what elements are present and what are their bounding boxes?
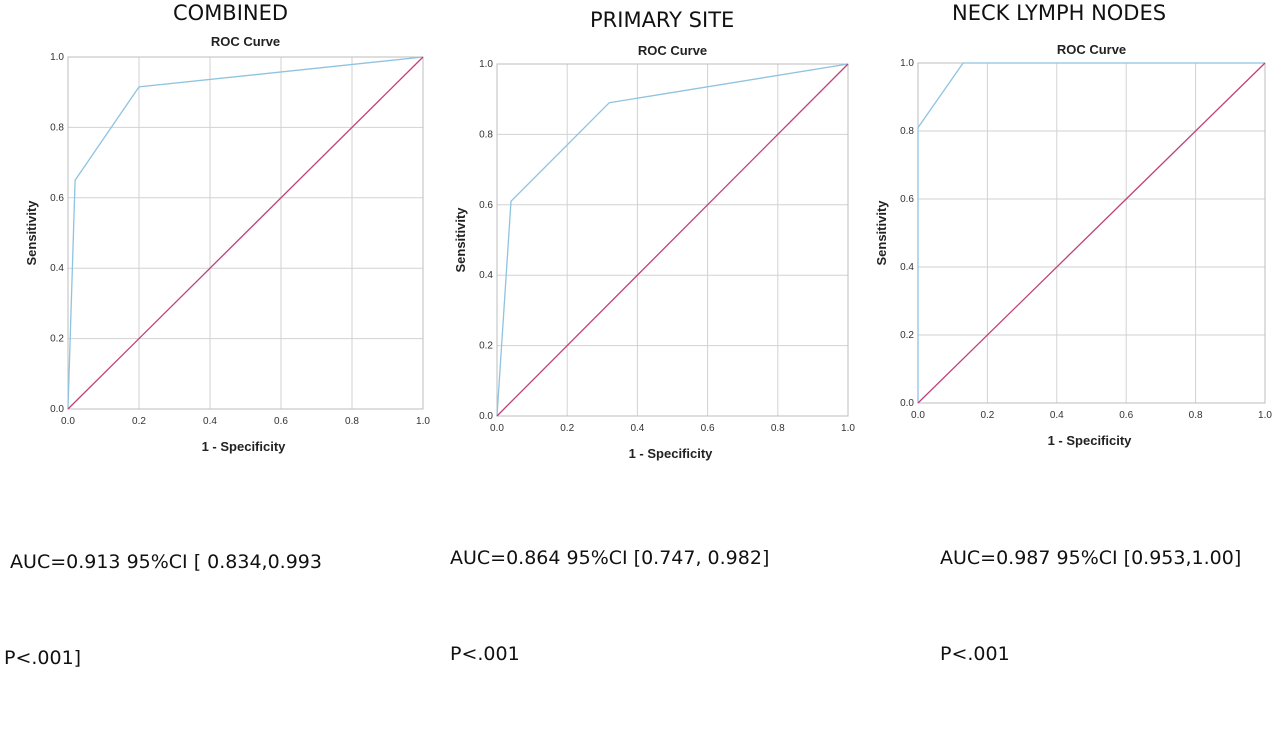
chart-title: ROC Curve [211, 34, 280, 49]
y-tick-label: 0.8 [479, 129, 493, 140]
y-tick-label: 0.4 [50, 263, 64, 274]
y-tick-label: 0.6 [479, 200, 493, 211]
x-tick-label: 0.0 [911, 410, 925, 421]
plot-frame [496, 63, 849, 417]
x-axis-label: 1 - Specificity [629, 446, 714, 461]
x-tick-label: 0.0 [490, 423, 504, 434]
x-tick-label: 0.4 [203, 416, 217, 427]
y-tick-label: 1.0 [900, 58, 914, 69]
panel-primary-site: PRIMARY SITE ROC Curve 0.0 0.0 0.2 0.2 0.4 0.4… [430, 0, 860, 665]
roc-chart-primary-site: ROC Curve 0.00.0 0.2 0.2 0.4 0.4 0.6 0.6 0.8 0.8 1… [453, 43, 855, 461]
p-value-text: P<.001 [940, 643, 1010, 665]
x-tick-label: 0.4 [1050, 410, 1064, 421]
auc-ci-text: AUC=0.864 95%CI [0.747, 0.982] [450, 547, 770, 569]
y-tick-label: 0.8 [900, 126, 914, 137]
roc-chart-combined: ROC Curve 0.00.0 0.2 0.2 0.4 0.4 0.6 0.6 0.8 0.8 1… [24, 34, 430, 454]
chart-title: ROC Curve [1057, 42, 1126, 57]
plot-frame [67, 56, 424, 410]
roc-curve-line [917, 62, 1265, 403]
x-tick-label: 0.2 [980, 410, 994, 421]
panel-heading: PRIMARY SITE [590, 8, 735, 32]
y-axis-label: Sensitivity [24, 200, 39, 266]
x-tick-label: 1.0 [416, 416, 430, 427]
x-tick-label: 1.0 [841, 423, 855, 434]
p-value-text: P<.001] [4, 647, 82, 669]
reference-diagonal-line [496, 63, 849, 417]
roc-chart-neck-lymph-nodes: ROC Curve 0.00.0 0.2 0.2 0.4 0.4 0.6 0.6 0.8 0.8 1… [874, 42, 1272, 448]
panel-heading: COMBINED [173, 1, 289, 25]
x-tick-label: 0.6 [701, 423, 715, 434]
roc-curve-line [67, 56, 424, 410]
panel-combined: COMBINED ROC Curve 0.0 0.0 0.2 0.2 0.4 0.4 0.6 0… [0, 0, 430, 669]
y-axis-label: Sensitivity [874, 200, 889, 266]
x-tick-label: 0.6 [274, 416, 288, 427]
reference-diagonal-line [67, 56, 424, 410]
y-axis-label: Sensitivity [453, 207, 468, 273]
y-tick-label: 0.6 [50, 193, 64, 204]
y-tick-label: 1.0 [479, 59, 493, 70]
y-tick-label: 0.4 [900, 262, 914, 273]
panel-neck-lymph-nodes: NECK LYMPH NODES ROC Curve 0.0 0.0 0.2 0.2 0.… [860, 0, 1280, 665]
p-value-text: P<.001 [450, 643, 520, 665]
stats-block: AUC=0.913 95%CI [ 0.834,0.993 P<.001] [4, 482, 322, 738]
reference-diagonal-line [917, 62, 1266, 404]
x-tick-label: 0.8 [771, 423, 785, 434]
x-tick-label: 0.8 [1189, 410, 1203, 421]
x-tick-label: 0.0 [61, 416, 75, 427]
x-axis-label: 1 - Specificity [1048, 433, 1133, 448]
y-tick-label: 0.0 [900, 398, 914, 409]
y-tick-label: 0.2 [479, 341, 493, 352]
x-tick-label: 0.6 [1119, 410, 1133, 421]
y-tick-label: 0.4 [479, 270, 493, 281]
roc-curve-line [496, 63, 849, 417]
y-tick-label: 0.2 [50, 334, 64, 345]
y-tick-label: 0.6 [900, 194, 914, 205]
x-axis-label: 1 - Specificity [202, 439, 287, 454]
chart-title: ROC Curve [638, 43, 707, 58]
stats-block: AUC=0.864 95%CI [0.747, 0.982] P<.001 [450, 478, 769, 734]
y-tick-label: 0.0 [50, 404, 64, 415]
auc-ci-text: AUC=0.913 95%CI [ 0.834,0.993 [4, 551, 322, 573]
auc-ci-text: AUC=0.987 95%CI [0.953,1.00] [940, 547, 1242, 569]
y-tick-label: 0.2 [900, 330, 914, 341]
x-tick-label: 0.2 [132, 416, 146, 427]
x-tick-label: 0.4 [630, 423, 644, 434]
x-tick-label: 1.0 [1258, 410, 1272, 421]
y-tick-label: 0.0 [479, 411, 493, 422]
panel-heading: NECK LYMPH NODES [952, 1, 1167, 25]
y-tick-label: 0.8 [50, 122, 64, 133]
stats-block: AUC=0.987 95%CI [0.953,1.00] P<.001 [940, 478, 1241, 734]
x-tick-label: 0.8 [345, 416, 359, 427]
y-tick-label: 1.0 [50, 52, 64, 63]
x-tick-label: 0.2 [560, 423, 574, 434]
